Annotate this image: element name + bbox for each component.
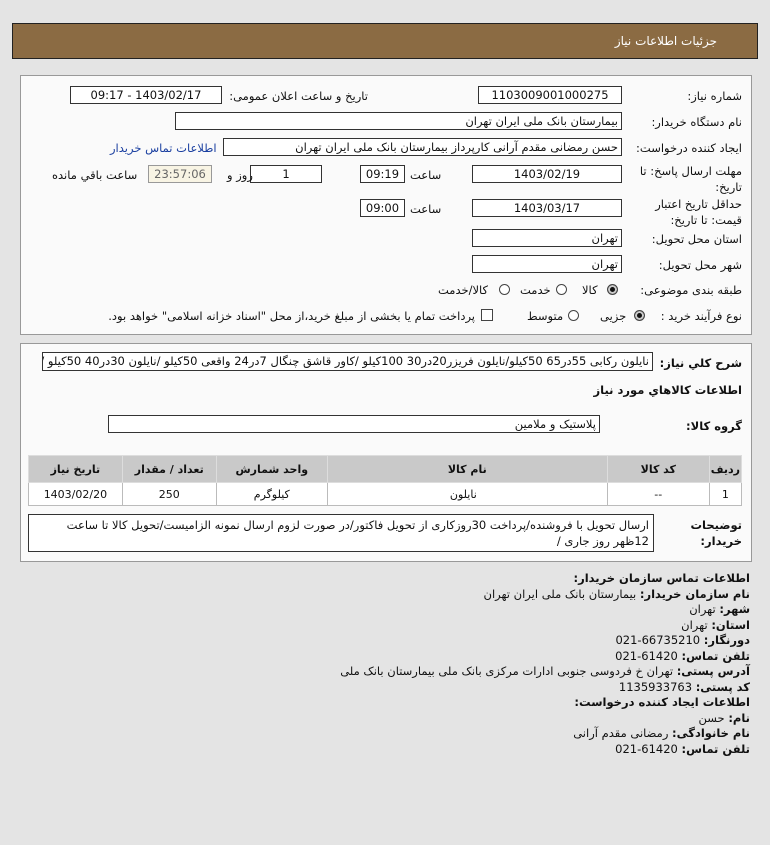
category-goods-label: کالا	[582, 283, 598, 297]
contact-value: تهران خ فردوسی جنوبی ادارات مرکزی بانک م…	[340, 664, 674, 678]
contact-key: نام:	[728, 710, 750, 725]
contact-value: 61420-021	[615, 741, 678, 756]
summary-field[interactable]: نایلون رکابی 55در65 50کیلو/نایلون فریزر2…	[42, 352, 653, 371]
contact-line: کد پستی: 1135933763	[340, 680, 750, 696]
contact-key: تلفن تماس:	[681, 741, 750, 756]
deadline-time-field[interactable]: 09:19	[360, 165, 405, 183]
col-unit: واحد شمارش	[215, 455, 328, 483]
contact-key: تلفن تماس:	[681, 648, 750, 663]
summary-label: شرح کلي نیاز:	[659, 356, 742, 370]
contact-line: نام سازمان خریدار: بیمارستان بانک ملی ای…	[340, 587, 750, 603]
contact-value: تهران	[689, 602, 716, 616]
contact-key: استان:	[711, 617, 750, 632]
notes-label: توضیحات خریدار:	[690, 518, 743, 548]
contact-key: نام خانوادگی:	[672, 726, 750, 740]
contact-line: استان: تهران	[340, 618, 750, 634]
contact-line: تلفن تماس: 61420-021	[340, 649, 750, 665]
col-date: تاریخ نیاز	[28, 455, 123, 483]
days-label: روز و	[227, 168, 253, 182]
group-label: گروه کالا:	[686, 419, 742, 433]
creator-label: ایجاد کننده درخواست:	[636, 141, 742, 155]
remaining-time-field: 23:57:06	[148, 165, 212, 183]
contact-line: نام خانوادگی: رمضانی مقدم آرانی	[340, 726, 750, 742]
city-label: شهر محل تحویل:	[658, 258, 742, 272]
page-header: جزئیات اطلاعات نیاز	[12, 23, 758, 59]
contact-line: آدرس پستی: تهران خ فردوسی جنوبی ادارات م…	[340, 664, 750, 680]
need-number-field[interactable]: 1103009001000275	[478, 86, 622, 104]
treasury-payment-label: پرداخت تمام یا بخشی از مبلغ خرید،از محل …	[108, 309, 475, 323]
col-row: ردیف	[708, 455, 743, 483]
contact-key: کد پستی:	[695, 679, 750, 694]
validity-time-field[interactable]: 09:00	[360, 199, 405, 217]
cell-date: 1403/02/20	[28, 482, 123, 506]
need-number-label: شماره نیاز:	[687, 89, 742, 103]
contact-line: شهر: تهران	[340, 602, 750, 618]
table-header-row: ردیف کد کالا نام کالا واحد شمارش تعداد /…	[28, 455, 743, 483]
contact-value: رمضانی مقدم آرانی	[573, 726, 669, 740]
contact-value: بیمارستان بانک ملی ایران تهران	[483, 586, 637, 601]
process-medium-radio[interactable]	[568, 310, 579, 321]
category-label: طبقه بندی موضوعی:	[640, 283, 742, 297]
contact-key: آدرس پستی:	[676, 664, 750, 678]
creator-field[interactable]: حسن رمضانی مقدم آرانی کارپرداز بیمارستان…	[223, 138, 622, 156]
contact-key: شهر:	[719, 602, 750, 616]
validity-label: حداقل تاریخ اعتبار قیمت: تا تاریخ:	[655, 197, 742, 227]
contact-key: دورنگار:	[703, 633, 750, 647]
contact-line: تلفن تماس: 61420-021	[340, 742, 750, 758]
notes-field: ارسال تحویل با فروشنده/پرداخت 30روزکاری …	[28, 514, 654, 552]
category-both-label: کالا/خدمت	[438, 283, 489, 297]
category-both-radio[interactable]	[499, 284, 510, 295]
buyer-field[interactable]: بیمارستان بانک ملی ایران تهران	[175, 112, 622, 130]
category-service-radio[interactable]	[556, 284, 567, 295]
goods-heading: اطلاعات کالاهاي مورد نیاز	[593, 383, 742, 397]
contact-value: حسن	[698, 710, 725, 725]
province-field[interactable]: تهران	[472, 229, 622, 247]
buyer-contact-link[interactable]: اطلاعات تماس خریدار	[110, 141, 217, 155]
category-service-label: خدمت	[520, 283, 551, 297]
contact-heading: اطلاعات تماس سازمان خریدار:	[573, 571, 750, 585]
treasury-payment-checkbox[interactable]	[481, 309, 493, 321]
deadline-label: مهلت ارسال پاسخ: تا تاریخ:	[639, 164, 742, 194]
cell-name: نایلون	[326, 482, 608, 506]
days-field[interactable]: 1	[250, 165, 322, 183]
contact-line: نام: حسن	[340, 711, 750, 727]
buyer-label: نام دستگاه خریدار:	[651, 115, 742, 129]
col-qty: تعداد / مقدار	[121, 455, 217, 483]
validity-date-field[interactable]: 1403/03/17	[472, 199, 622, 217]
cell-qty: 250	[121, 482, 217, 506]
process-label: نوع فرآیند خرید :	[660, 309, 742, 323]
process-medium-label: متوسط	[527, 309, 564, 323]
remaining-label: ساعت باقي مانده	[52, 168, 138, 182]
process-minor-radio[interactable]	[634, 310, 645, 321]
cell-code: --	[606, 482, 710, 506]
cell-unit: کیلوگرم	[215, 482, 328, 506]
validity-time-label: ساعت	[410, 202, 442, 216]
announce-field[interactable]: 1403/02/17 - 09:17	[70, 86, 222, 104]
announce-label: تاریخ و ساعت اعلان عمومی:	[229, 89, 368, 103]
deadline-time-label: ساعت	[410, 168, 442, 182]
city-field[interactable]: تهران	[472, 255, 622, 273]
page-title: جزئیات اطلاعات نیاز	[614, 34, 717, 48]
group-field[interactable]: پلاستیک و ملامین	[108, 415, 600, 433]
process-minor-label: جزیی	[600, 309, 627, 323]
col-name: نام کالا	[326, 455, 608, 483]
contact-key: نام سازمان خریدار:	[639, 586, 750, 601]
contact-value: تهران	[681, 617, 708, 632]
deadline-date-field[interactable]: 1403/02/19	[472, 165, 622, 183]
contact-value: 61420-021	[615, 648, 678, 663]
category-goods-radio[interactable]	[607, 284, 618, 295]
creator-heading: اطلاعات ایجاد کننده درخواست:	[574, 695, 750, 709]
col-code: کد کالا	[606, 455, 710, 483]
cell-row: 1	[708, 482, 743, 506]
contact-line: دورنگار: 66735210-021	[340, 633, 750, 649]
province-label: استان محل تحویل:	[651, 232, 742, 246]
table-row: 1 -- نایلون کیلوگرم 250 1403/02/20	[28, 482, 743, 506]
goods-table: ردیف کد کالا نام کالا واحد شمارش تعداد /…	[28, 455, 743, 506]
contact-value: 66735210-021	[615, 633, 701, 647]
buyer-contact-section: اطلاعات تماس سازمان خریدار: نام سازمان خ…	[340, 571, 750, 757]
contact-value: 1135933763	[618, 679, 693, 694]
